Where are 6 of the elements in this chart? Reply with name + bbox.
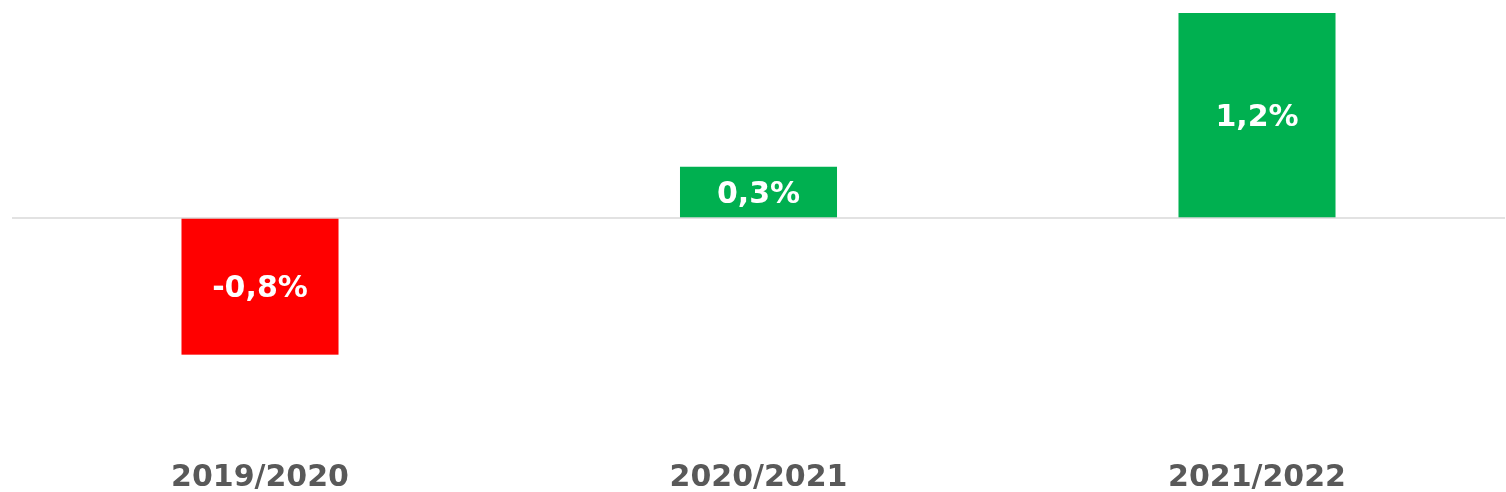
x-tick-label: 2019/2020 — [171, 457, 349, 492]
data-label: 1,2% — [1215, 98, 1299, 133]
data-label: -0,8% — [212, 268, 308, 304]
data-label: 0,3% — [716, 174, 801, 210]
x-tick-label: 2020/2021 — [669, 457, 848, 492]
x-tick-label: 2021/2022 — [1168, 457, 1346, 492]
